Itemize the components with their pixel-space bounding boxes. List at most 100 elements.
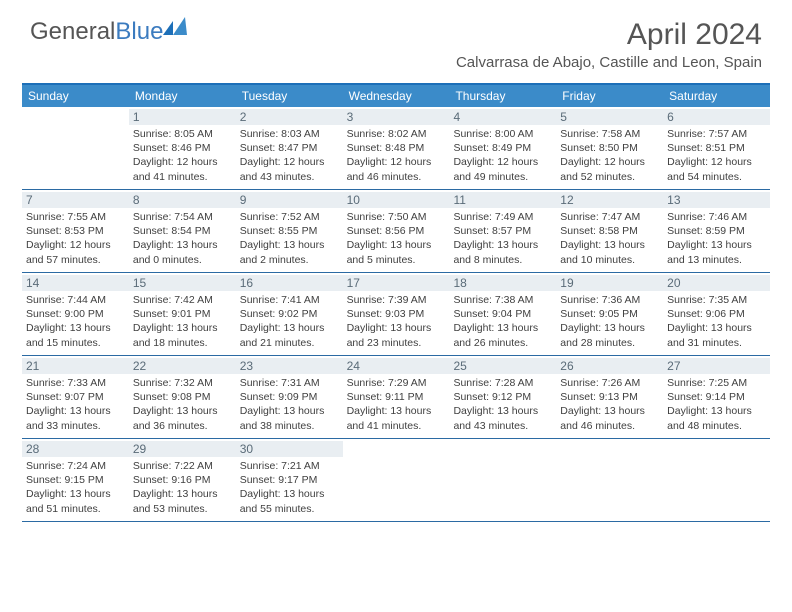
day-number: 22 <box>129 358 236 374</box>
day-cell: 11 Sunrise: 7:49 AMSunset: 8:57 PMDayligh… <box>449 190 556 272</box>
sunrise-line: Sunrise: 8:02 AM <box>347 127 446 141</box>
sunset-line: Sunset: 9:05 PM <box>560 307 659 321</box>
day-number: 18 <box>449 275 556 291</box>
sunset-line: Sunset: 8:55 PM <box>240 224 339 238</box>
dow-cell: Friday <box>556 85 663 107</box>
sunset-line: Sunset: 8:59 PM <box>667 224 766 238</box>
day-cell: 19Sunrise: 7:36 AMSunset: 9:05 PMDayligh… <box>556 273 663 355</box>
sunset-line: Sunset: 9:16 PM <box>133 473 232 487</box>
daylight-line-2: and 23 minutes. <box>347 336 446 350</box>
day-details: Sunrise: 7:57 AMSunset: 8:51 PMDaylight:… <box>667 127 766 184</box>
day-cell: 27Sunrise: 7:25 AMSunset: 9:14 PMDayligh… <box>663 356 770 438</box>
sunrise-line: Sunrise: 8:05 AM <box>133 127 232 141</box>
day-number: 5 <box>556 109 663 125</box>
day-number: 7 <box>22 192 129 208</box>
day-number: 24 <box>343 358 450 374</box>
sunrise-line: Sunrise: 7:25 AM <box>667 376 766 390</box>
day-cell: 28Sunrise: 7:24 AMSunset: 9:15 PMDayligh… <box>22 439 129 521</box>
day-details: Sunrise: 8:05 AMSunset: 8:46 PMDaylight:… <box>133 127 232 184</box>
daylight-line-1: Daylight: 13 hours <box>240 404 339 418</box>
daylight-line-2: and 36 minutes. <box>133 419 232 433</box>
sunrise-line: Sunrise: 7:49 AM <box>453 210 552 224</box>
daylight-line-1: Daylight: 13 hours <box>560 404 659 418</box>
daylight-line-1: Daylight: 13 hours <box>453 238 552 252</box>
day-number: 28 <box>22 441 129 457</box>
daylight-line-2: and 48 minutes. <box>667 419 766 433</box>
brand-logo: GeneralBlue <box>30 18 189 46</box>
dow-cell: Thursday <box>449 85 556 107</box>
daylight-line-1: Daylight: 12 hours <box>26 238 125 252</box>
day-cell <box>449 439 556 521</box>
day-cell: 10Sunrise: 7:50 AMSunset: 8:56 PMDayligh… <box>343 190 450 272</box>
day-number: 14 <box>22 275 129 291</box>
page-header: GeneralBlue April 2024 Calvarrasa de Aba… <box>0 0 792 77</box>
day-details: Sunrise: 7:52 AMSunset: 8:55 PMDaylight:… <box>240 210 339 267</box>
daylight-line-1: Daylight: 13 hours <box>667 404 766 418</box>
day-details: Sunrise: 7:55 AMSunset: 8:53 PMDaylight:… <box>26 210 125 267</box>
day-cell <box>22 107 129 189</box>
title-block: April 2024 Calvarrasa de Abajo, Castille… <box>456 18 762 71</box>
day-number: 8 <box>129 192 236 208</box>
day-cell <box>343 439 450 521</box>
day-cell: 29Sunrise: 7:22 AMSunset: 9:16 PMDayligh… <box>129 439 236 521</box>
day-number: 12 <box>556 192 663 208</box>
sunset-line: Sunset: 8:47 PM <box>240 141 339 155</box>
day-details: Sunrise: 8:00 AMSunset: 8:49 PMDaylight:… <box>453 127 552 184</box>
day-cell: 20Sunrise: 7:35 AMSunset: 9:06 PMDayligh… <box>663 273 770 355</box>
day-cell: 15Sunrise: 7:42 AMSunset: 9:01 PMDayligh… <box>129 273 236 355</box>
daylight-line-2: and 2 minutes. <box>240 253 339 267</box>
dow-cell: Tuesday <box>236 85 343 107</box>
daylight-line-2: and 28 minutes. <box>560 336 659 350</box>
daylight-line-2: and 13 minutes. <box>667 253 766 267</box>
sunset-line: Sunset: 9:04 PM <box>453 307 552 321</box>
day-cell: 23Sunrise: 7:31 AMSunset: 9:09 PMDayligh… <box>236 356 343 438</box>
day-number: 26 <box>556 358 663 374</box>
day-cell: 5Sunrise: 7:58 AMSunset: 8:50 PMDaylight… <box>556 107 663 189</box>
brand-part2: Blue <box>115 18 163 45</box>
day-number: 29 <box>129 441 236 457</box>
sunrise-line: Sunrise: 7:22 AM <box>133 459 232 473</box>
sunrise-line: Sunrise: 7:32 AM <box>133 376 232 390</box>
sunrise-line: Sunrise: 7:39 AM <box>347 293 446 307</box>
day-cell: 3Sunrise: 8:02 AMSunset: 8:48 PMDaylight… <box>343 107 450 189</box>
sunset-line: Sunset: 9:07 PM <box>26 390 125 404</box>
day-details: Sunrise: 7:38 AMSunset: 9:04 PMDaylight:… <box>453 293 552 350</box>
sunrise-line: Sunrise: 7:21 AM <box>240 459 339 473</box>
daylight-line-1: Daylight: 13 hours <box>133 321 232 335</box>
daylight-line-2: and 21 minutes. <box>240 336 339 350</box>
sunset-line: Sunset: 8:58 PM <box>560 224 659 238</box>
day-cell: 18 Sunrise: 7:38 AMSunset: 9:04 PMDayligh… <box>449 273 556 355</box>
day-cell: 17Sunrise: 7:39 AMSunset: 9:03 PMDayligh… <box>343 273 450 355</box>
daylight-line-2: and 52 minutes. <box>560 170 659 184</box>
dow-cell: Monday <box>129 85 236 107</box>
day-details: Sunrise: 7:49 AMSunset: 8:57 PMDaylight:… <box>453 210 552 267</box>
day-number: 11 <box>449 192 556 208</box>
sunrise-line: Sunrise: 7:47 AM <box>560 210 659 224</box>
sunrise-line: Sunrise: 7:50 AM <box>347 210 446 224</box>
daylight-line-2: and 10 minutes. <box>560 253 659 267</box>
sunrise-line: Sunrise: 7:35 AM <box>667 293 766 307</box>
day-number: 23 <box>236 358 343 374</box>
day-number: 4 <box>449 109 556 125</box>
dow-cell: Sunday <box>22 85 129 107</box>
day-cell <box>663 439 770 521</box>
day-number: 17 <box>343 275 450 291</box>
day-details: Sunrise: 7:25 AMSunset: 9:14 PMDaylight:… <box>667 376 766 433</box>
daylight-line-1: Daylight: 13 hours <box>347 321 446 335</box>
day-details: Sunrise: 7:54 AMSunset: 8:54 PMDaylight:… <box>133 210 232 267</box>
daylight-line-1: Daylight: 13 hours <box>347 404 446 418</box>
day-details: Sunrise: 7:47 AMSunset: 8:58 PMDaylight:… <box>560 210 659 267</box>
sunset-line: Sunset: 8:57 PM <box>453 224 552 238</box>
sunrise-line: Sunrise: 7:38 AM <box>453 293 552 307</box>
daylight-line-2: and 5 minutes. <box>347 253 446 267</box>
week-row: 7 Sunrise: 7:55 AMSunset: 8:53 PMDaylight… <box>22 190 770 273</box>
weeks-container: 1Sunrise: 8:05 AMSunset: 8:46 PMDaylight… <box>22 107 770 522</box>
week-row: 1Sunrise: 8:05 AMSunset: 8:46 PMDaylight… <box>22 107 770 190</box>
daylight-line-1: Daylight: 12 hours <box>133 155 232 169</box>
daylight-line-2: and 43 minutes. <box>240 170 339 184</box>
sunset-line: Sunset: 8:54 PM <box>133 224 232 238</box>
day-cell <box>556 439 663 521</box>
daylight-line-1: Daylight: 13 hours <box>240 321 339 335</box>
daylight-line-1: Daylight: 13 hours <box>560 321 659 335</box>
daylight-line-2: and 18 minutes. <box>133 336 232 350</box>
